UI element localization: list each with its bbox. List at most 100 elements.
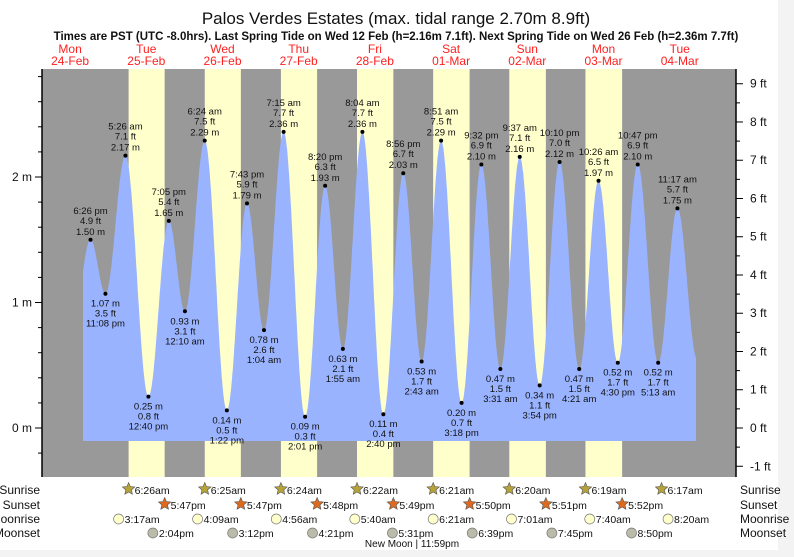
- extreme-time: 10:26 am: [579, 147, 619, 158]
- extreme-m: 0.52 m: [603, 368, 632, 379]
- extreme-ft: 4.9 ft: [80, 216, 101, 227]
- extreme-m: 2.17 m: [111, 143, 140, 154]
- extreme-ft: 6.9 ft: [627, 140, 648, 151]
- extreme-ft: 1.7 ft: [648, 378, 669, 389]
- day-label-dow: Tue: [670, 42, 691, 56]
- extreme-ft: 3.5 ft: [95, 309, 116, 320]
- extreme-point: [224, 408, 229, 413]
- extreme-point: [202, 138, 207, 143]
- sunrise-time: 6:21am: [439, 485, 474, 497]
- right-axis-label: -1 ft: [750, 459, 771, 473]
- right-axis-label: 8 ft: [750, 115, 767, 129]
- moonset-time: 7:45pm: [558, 528, 593, 540]
- extreme-ft: 7.7 ft: [273, 108, 294, 119]
- extreme-time: 10:47 pm: [618, 130, 658, 141]
- sunset-time: 5:47pm: [171, 500, 206, 512]
- day-label-dow: Thu: [288, 42, 309, 56]
- tide-area: [83, 131, 696, 442]
- extreme-m: 0.93 m: [170, 316, 199, 327]
- extreme-point: [596, 178, 601, 183]
- extreme-time: 9:37 am: [503, 123, 537, 134]
- extreme-point: [166, 218, 171, 223]
- extreme-ft: 2.6 ft: [253, 345, 274, 356]
- moonset-time: 6:39pm: [478, 528, 513, 540]
- sunrise-icon: [654, 481, 669, 495]
- sunset-time: 5:48pm: [323, 500, 358, 512]
- extreme-time: 7:15 am: [266, 98, 300, 109]
- extreme-ft: 1.7 ft: [607, 378, 628, 389]
- moonrise-time: 6:21am: [439, 514, 474, 526]
- sunset-icon: [157, 496, 172, 510]
- day-label-date: 26-Feb: [203, 54, 241, 68]
- extreme-ft: 6.7 ft: [393, 149, 414, 160]
- day-label-date: 27-Feb: [280, 54, 318, 68]
- moonset-icon: [466, 527, 478, 539]
- extreme-time: 11:08 pm: [86, 319, 125, 330]
- axes: 0 m 1 m 2 m -1 ft 0 ft 1 ft 2 ft 3 ft 4 ft 5 ft 6 …: [12, 69, 771, 477]
- day-label-dow: Fri: [368, 42, 382, 56]
- moonrise-row-label-right: Moonrise: [740, 512, 790, 526]
- moonset-time: 2:04pm: [159, 528, 194, 540]
- moonset-icon: [307, 527, 318, 539]
- moonrise-icon: [506, 513, 517, 525]
- extreme-time: 2:40 pm: [366, 439, 400, 450]
- extreme-point: [419, 359, 424, 364]
- moonset-icon: [147, 527, 159, 539]
- sunset-icon: [538, 496, 553, 510]
- extreme-time: 12:40 pm: [129, 422, 169, 433]
- sun-moon-rows: Sunrise Sunrise 6:26am 6:25am 6:24am 6:22am 6:…: [0, 481, 790, 550]
- extreme-point: [281, 129, 286, 134]
- sunset-icon: [462, 496, 477, 510]
- extreme-time: 7:43 pm: [230, 169, 264, 180]
- moonset-time: 4:21pm: [319, 528, 354, 540]
- extreme-m: 1.75 m: [663, 195, 692, 206]
- right-axis-label: 0 ft: [750, 421, 767, 435]
- extreme-m: 0.34 m: [525, 390, 554, 401]
- moonset-icon: [546, 527, 558, 539]
- moonrise-icon: [270, 513, 282, 525]
- extreme-ft: 1.1 ft: [529, 400, 550, 411]
- extreme-m: 1.93 m: [311, 173, 340, 184]
- extreme-m: 2.10 m: [467, 151, 496, 162]
- moonrise-icon: [113, 513, 124, 525]
- extreme-time: 7:05 pm: [152, 187, 186, 198]
- moonrise-icon: [192, 513, 203, 525]
- day-label-date: 02-Mar: [508, 54, 546, 68]
- sunset-row-label-right: Sunset: [740, 498, 778, 512]
- extreme-ft: 0.5 ft: [216, 425, 237, 436]
- chart-title: Palos Verdes Estates (max. tidal range 2…: [202, 9, 590, 28]
- extreme-ft: 1.5 ft: [490, 384, 511, 395]
- day-label-dow: Tue: [136, 42, 157, 56]
- sunset-icon: [386, 496, 401, 510]
- tide-area-path: [83, 131, 696, 442]
- moonrise-row-label: Moonrise: [0, 512, 40, 526]
- extreme-ft: 7.0 ft: [549, 138, 570, 149]
- sunset-time: 5:49pm: [399, 500, 434, 512]
- extreme-m: 2.10 m: [623, 151, 652, 162]
- sunset-time: 5:52pm: [628, 500, 663, 512]
- moonrise-time: 7:01am: [517, 514, 552, 526]
- extreme-ft: 2.1 ft: [332, 364, 353, 375]
- extreme-time: 6:24 am: [188, 107, 222, 118]
- day-label-date: 28-Feb: [356, 54, 394, 68]
- sunrise-icon: [197, 481, 212, 495]
- extreme-point: [615, 360, 620, 365]
- extreme-ft: 1.7 ft: [411, 376, 432, 387]
- extreme-time: 10:10 pm: [540, 128, 580, 139]
- extreme-m: 2.36 m: [348, 119, 377, 130]
- extreme-m: 0.09 m: [291, 422, 320, 433]
- extreme-ft: 3.1 ft: [174, 326, 195, 337]
- extreme-point: [557, 159, 562, 164]
- extreme-point: [245, 201, 250, 206]
- extreme-point: [88, 237, 93, 242]
- right-axis-label: 3 ft: [750, 306, 767, 320]
- sunrise-icon: [350, 481, 364, 495]
- extreme-point: [182, 309, 187, 314]
- extreme-point: [479, 162, 484, 167]
- extreme-time: 6:26 pm: [73, 206, 107, 217]
- extreme-m: 0.14 m: [212, 415, 241, 426]
- extreme-time: 12:10 am: [165, 336, 205, 347]
- extreme-m: 2.36 m: [269, 119, 298, 130]
- moonrise-time: 4:56am: [282, 514, 317, 526]
- moon-phase-label: New Moon | 11:59pm: [365, 539, 459, 550]
